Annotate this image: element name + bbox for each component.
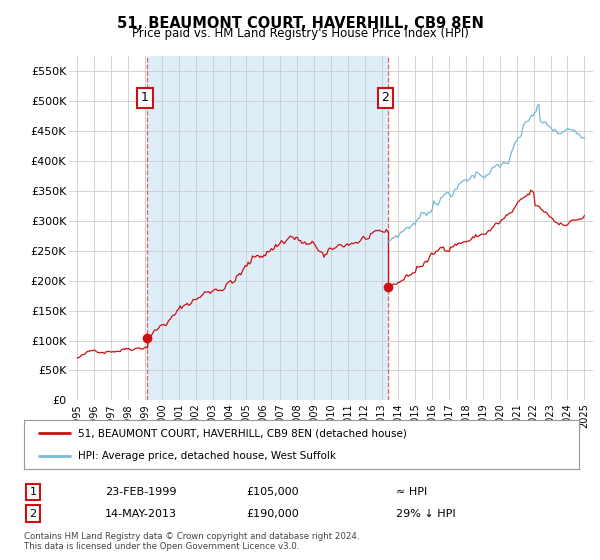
Text: 2: 2 xyxy=(382,91,389,104)
Text: 1: 1 xyxy=(29,487,37,497)
Text: Contains HM Land Registry data © Crown copyright and database right 2024.
This d: Contains HM Land Registry data © Crown c… xyxy=(24,532,359,552)
Text: 29% ↓ HPI: 29% ↓ HPI xyxy=(396,508,455,519)
Text: 51, BEAUMONT COURT, HAVERHILL, CB9 8EN: 51, BEAUMONT COURT, HAVERHILL, CB9 8EN xyxy=(116,16,484,31)
Bar xyxy=(148,56,388,400)
Text: 51, BEAUMONT COURT, HAVERHILL, CB9 8EN (detached house): 51, BEAUMONT COURT, HAVERHILL, CB9 8EN (… xyxy=(79,428,407,438)
Text: 14-MAY-2013: 14-MAY-2013 xyxy=(105,508,177,519)
Text: 23-FEB-1999: 23-FEB-1999 xyxy=(105,487,176,497)
Text: Price paid vs. HM Land Registry's House Price Index (HPI): Price paid vs. HM Land Registry's House … xyxy=(131,27,469,40)
Text: HPI: Average price, detached house, West Suffolk: HPI: Average price, detached house, West… xyxy=(79,451,337,461)
Text: 1: 1 xyxy=(141,91,149,104)
Text: 2: 2 xyxy=(29,508,37,519)
Text: ≈ HPI: ≈ HPI xyxy=(396,487,427,497)
Text: £190,000: £190,000 xyxy=(246,508,299,519)
Text: £105,000: £105,000 xyxy=(246,487,299,497)
